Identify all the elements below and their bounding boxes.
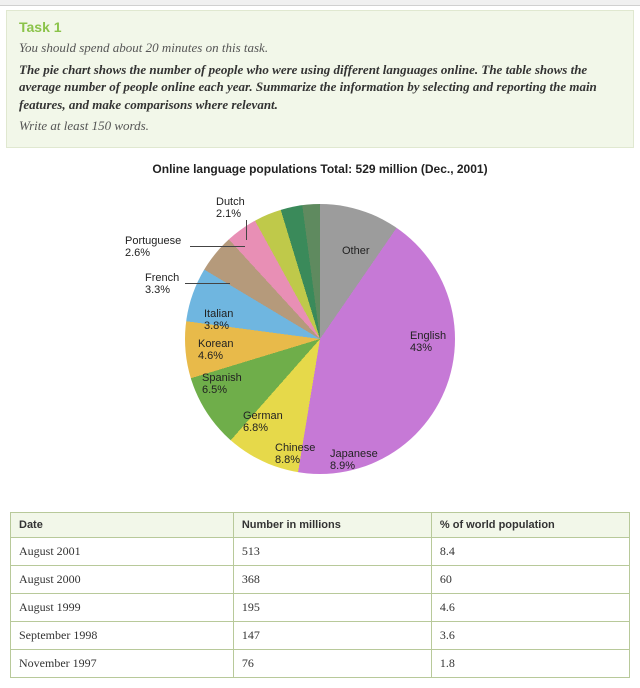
leader-line — [190, 246, 245, 247]
pie-label: English43% — [410, 330, 446, 355]
table-header-cell: % of world population — [431, 512, 629, 537]
table-cell: 4.6 — [431, 593, 629, 621]
pie-label: Spanish6.5% — [202, 372, 242, 397]
table-cell: 60 — [431, 565, 629, 593]
table-cell: 76 — [233, 649, 431, 677]
data-table: DateNumber in millions% of world populat… — [10, 512, 630, 678]
table-cell: 513 — [233, 537, 431, 565]
table-cell: September 1998 — [11, 621, 234, 649]
table-cell: August 2001 — [11, 537, 234, 565]
table-row: November 1997761.8 — [11, 649, 630, 677]
task-box: Task 1 You should spend about 20 minutes… — [6, 10, 634, 148]
table-cell: August 2000 — [11, 565, 234, 593]
table-row: September 19981473.6 — [11, 621, 630, 649]
leader-line — [185, 283, 230, 284]
task-time-instruction: You should spend about 20 minutes on thi… — [19, 39, 621, 57]
pie-label: Dutch2.1% — [216, 196, 245, 221]
chart-area: Online language populations Total: 529 m… — [0, 162, 640, 500]
table-row: August 19991954.6 — [11, 593, 630, 621]
table-wrap: DateNumber in millions% of world populat… — [10, 512, 630, 678]
table-cell: 3.6 — [431, 621, 629, 649]
chart-title: Online language populations Total: 529 m… — [0, 162, 640, 176]
table-cell: 1.8 — [431, 649, 629, 677]
table-header-row: DateNumber in millions% of world populat… — [11, 512, 630, 537]
pie-label: Portuguese2.6% — [125, 235, 181, 260]
task-word-instruction: Write at least 150 words. — [19, 117, 621, 135]
table-cell: 147 — [233, 621, 431, 649]
table-cell: August 1999 — [11, 593, 234, 621]
pie-label: French3.3% — [145, 272, 179, 297]
table-cell: 8.4 — [431, 537, 629, 565]
task-title: Task 1 — [19, 19, 621, 35]
pie-label: German6.8% — [243, 410, 283, 435]
task-description: The pie chart shows the number of people… — [19, 61, 621, 114]
table-body: August 20015138.4August 200036860August … — [11, 537, 630, 677]
table-cell: 195 — [233, 593, 431, 621]
table-row: August 20015138.4 — [11, 537, 630, 565]
pie-label: Other — [342, 245, 370, 258]
pie-label: Chinese8.8% — [275, 442, 315, 467]
pie-wrap: Other English43% Japanese8.9% Chinese8.8% Ge… — [0, 180, 640, 500]
pie-label: Korean4.6% — [198, 338, 233, 363]
top-border — [0, 0, 640, 6]
pie-label: Japanese8.9% — [330, 448, 378, 473]
leader-line — [246, 220, 247, 240]
table-header-cell: Number in millions — [233, 512, 431, 537]
table-cell: 368 — [233, 565, 431, 593]
table-cell: November 1997 — [11, 649, 234, 677]
table-row: August 200036860 — [11, 565, 630, 593]
table-header-cell: Date — [11, 512, 234, 537]
pie-label: Italian3.8% — [204, 308, 233, 333]
